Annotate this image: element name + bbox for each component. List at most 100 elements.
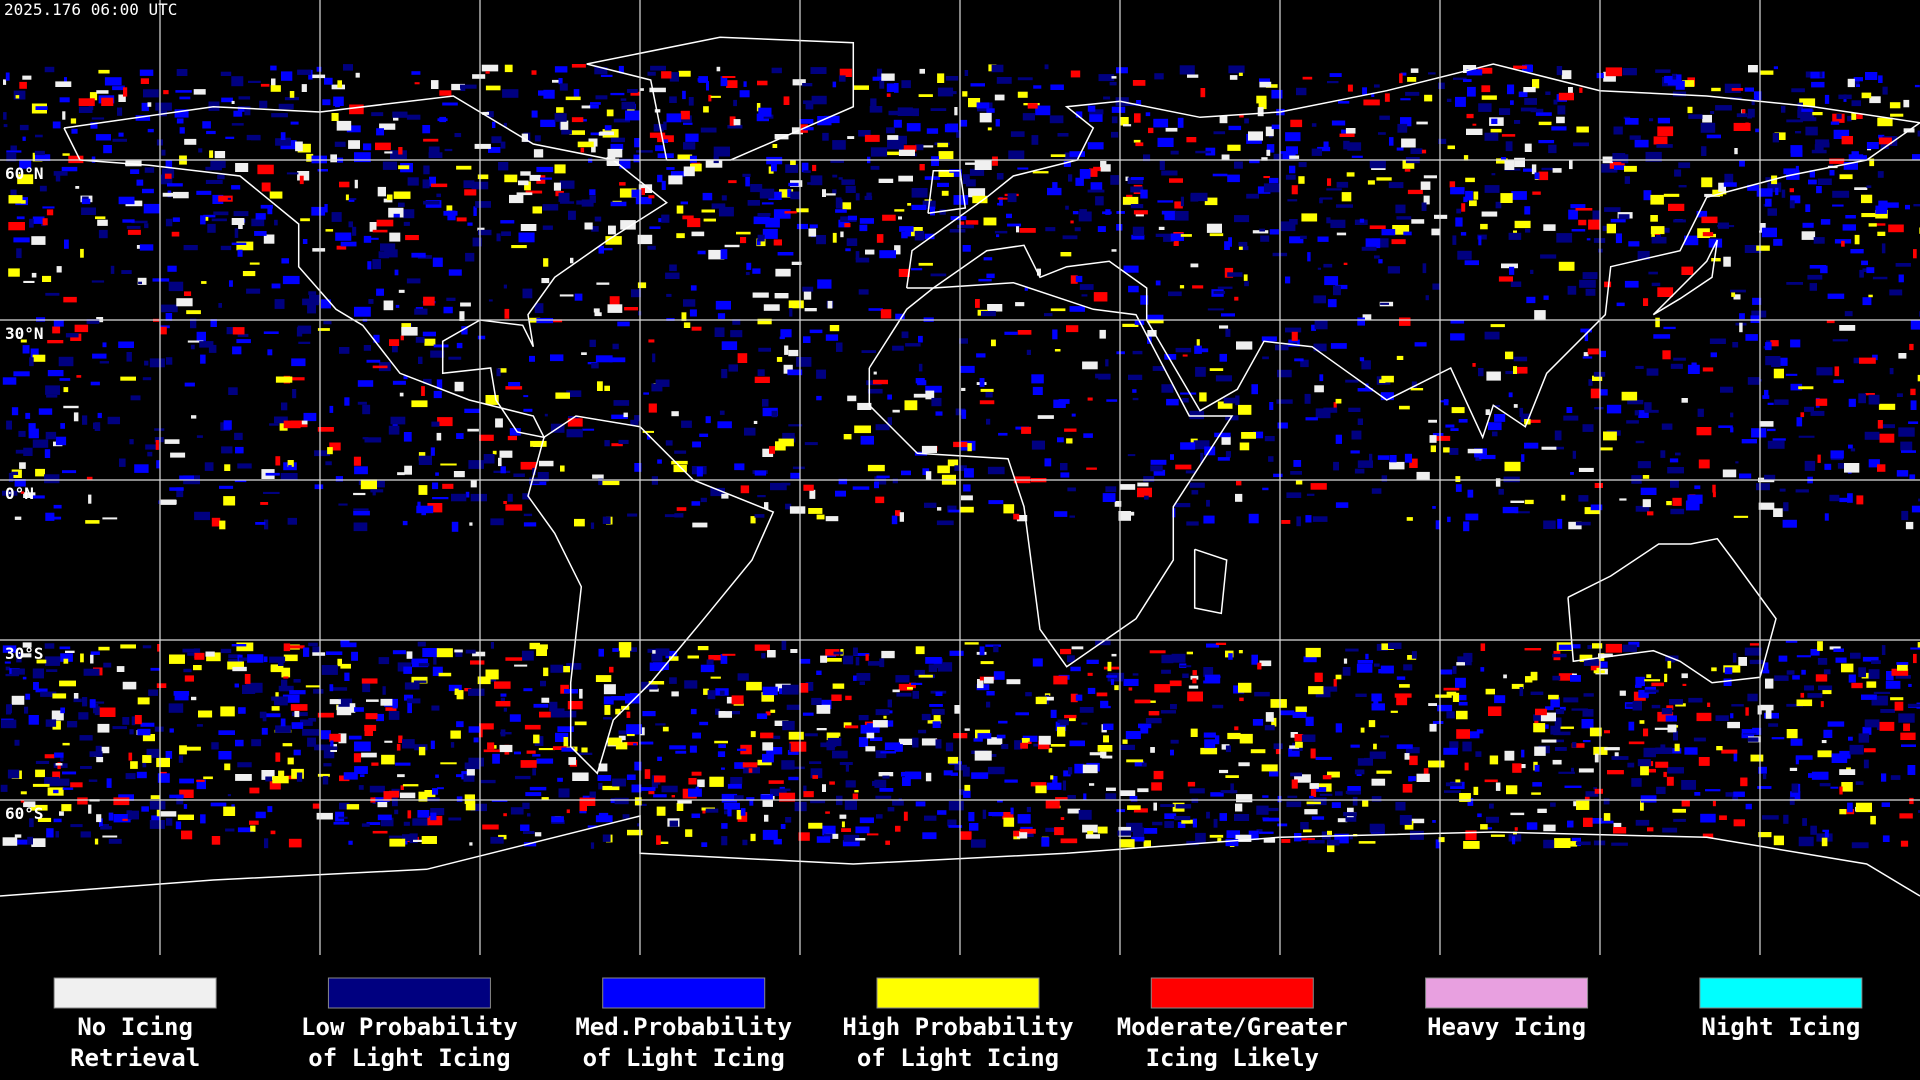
icing-patch (1017, 91, 1028, 98)
icing-patch (1558, 644, 1573, 650)
icing-patch (456, 165, 472, 170)
icing-patch (176, 487, 184, 498)
icing-patch (481, 64, 499, 72)
icing-patch (901, 80, 911, 89)
icing-patch (1230, 783, 1234, 794)
icing-patch (464, 408, 480, 413)
icing-patch (498, 457, 502, 467)
icing-patch (1193, 440, 1210, 450)
icing-patch (366, 359, 381, 363)
icing-patch (136, 771, 147, 779)
icing-patch (726, 696, 734, 704)
icing-patch (1347, 786, 1361, 795)
icing-patch (760, 732, 774, 739)
icing-patch (1435, 435, 1451, 441)
icing-patch (985, 389, 993, 398)
icing-patch (1478, 235, 1482, 246)
icing-patch (697, 250, 706, 255)
icing-patch (1533, 714, 1549, 721)
icing-patch (796, 223, 808, 230)
icing-patch (1628, 721, 1635, 731)
icing-patch (176, 298, 193, 307)
icing-patch (609, 357, 626, 363)
icing-patch (574, 721, 587, 726)
icing-patch (630, 91, 640, 96)
icing-patch (1589, 727, 1602, 737)
icing-patch (937, 142, 949, 148)
icing-patch (681, 312, 687, 321)
icing-patch (762, 686, 778, 696)
icing-patch (623, 412, 628, 418)
icing-patch (251, 135, 261, 141)
icing-patch (108, 812, 114, 821)
icing-patch (1295, 741, 1303, 748)
icing-patch (872, 76, 889, 81)
icing-patch (1360, 727, 1365, 733)
icing-patch (1361, 246, 1377, 251)
icing-patch (1174, 503, 1191, 508)
icing-patch (184, 382, 195, 387)
icing-patch (542, 225, 553, 230)
icing-patch (1287, 199, 1298, 202)
icing-patch (1570, 644, 1581, 649)
icing-patch (827, 737, 842, 747)
icing-patch (832, 750, 848, 759)
icing-patch (1889, 289, 1903, 296)
icing-patch (1661, 423, 1673, 430)
icing-patch (479, 434, 494, 441)
icing-patch (631, 189, 642, 198)
icing-patch (1057, 719, 1069, 724)
icing-patch (1097, 745, 1113, 752)
icing-patch (91, 117, 105, 120)
icing-patch (870, 98, 877, 107)
icing-patch (348, 221, 353, 228)
icing-patch (524, 181, 531, 191)
icing-patch (1186, 521, 1199, 526)
icing-patch (1534, 764, 1540, 772)
icing-patch (875, 496, 885, 504)
icing-patch (1877, 420, 1883, 429)
icing-patch (42, 218, 48, 226)
icing-patch (194, 511, 210, 521)
icing-patch (1897, 664, 1908, 671)
icing-patch (520, 824, 530, 831)
icing-patch (912, 691, 919, 699)
icing-patch (533, 703, 549, 708)
icing-patch (1872, 354, 1878, 361)
icing-patch (1868, 394, 1880, 405)
icing-patch (1666, 776, 1674, 786)
icing-patch (1484, 132, 1499, 141)
icing-patch (980, 388, 994, 392)
icing-patch (1381, 375, 1394, 383)
icing-patch (165, 751, 173, 759)
icing-patch (1640, 795, 1657, 803)
icing-patch (1221, 154, 1230, 160)
icing-patch (1206, 499, 1210, 507)
icing-patch (283, 676, 289, 679)
icing-patch (1361, 360, 1371, 370)
icing-patch (1640, 487, 1657, 495)
icing-patch (593, 308, 600, 313)
icing-patch (765, 711, 771, 716)
icing-patch (1604, 747, 1620, 751)
icing-patch (612, 343, 619, 350)
icing-patch (388, 711, 400, 720)
icing-patch (1411, 219, 1425, 224)
icing-patch (1252, 230, 1269, 234)
icing-patch (1875, 205, 1888, 214)
icing-patch (737, 673, 749, 681)
icing-patch (658, 841, 669, 844)
icing-patch (1504, 160, 1515, 170)
icing-patch (1028, 741, 1032, 744)
icing-patch (1050, 308, 1066, 312)
icing-patch (35, 688, 48, 693)
icing-patch (1498, 276, 1513, 282)
icing-patch (762, 448, 774, 457)
icing-patch (826, 745, 835, 751)
icing-patch (1792, 675, 1800, 680)
icing-patch (1566, 407, 1573, 413)
icing-patch (400, 335, 404, 341)
icing-patch (1790, 791, 1801, 800)
icing-patch (207, 223, 216, 233)
icing-patch (937, 73, 945, 83)
